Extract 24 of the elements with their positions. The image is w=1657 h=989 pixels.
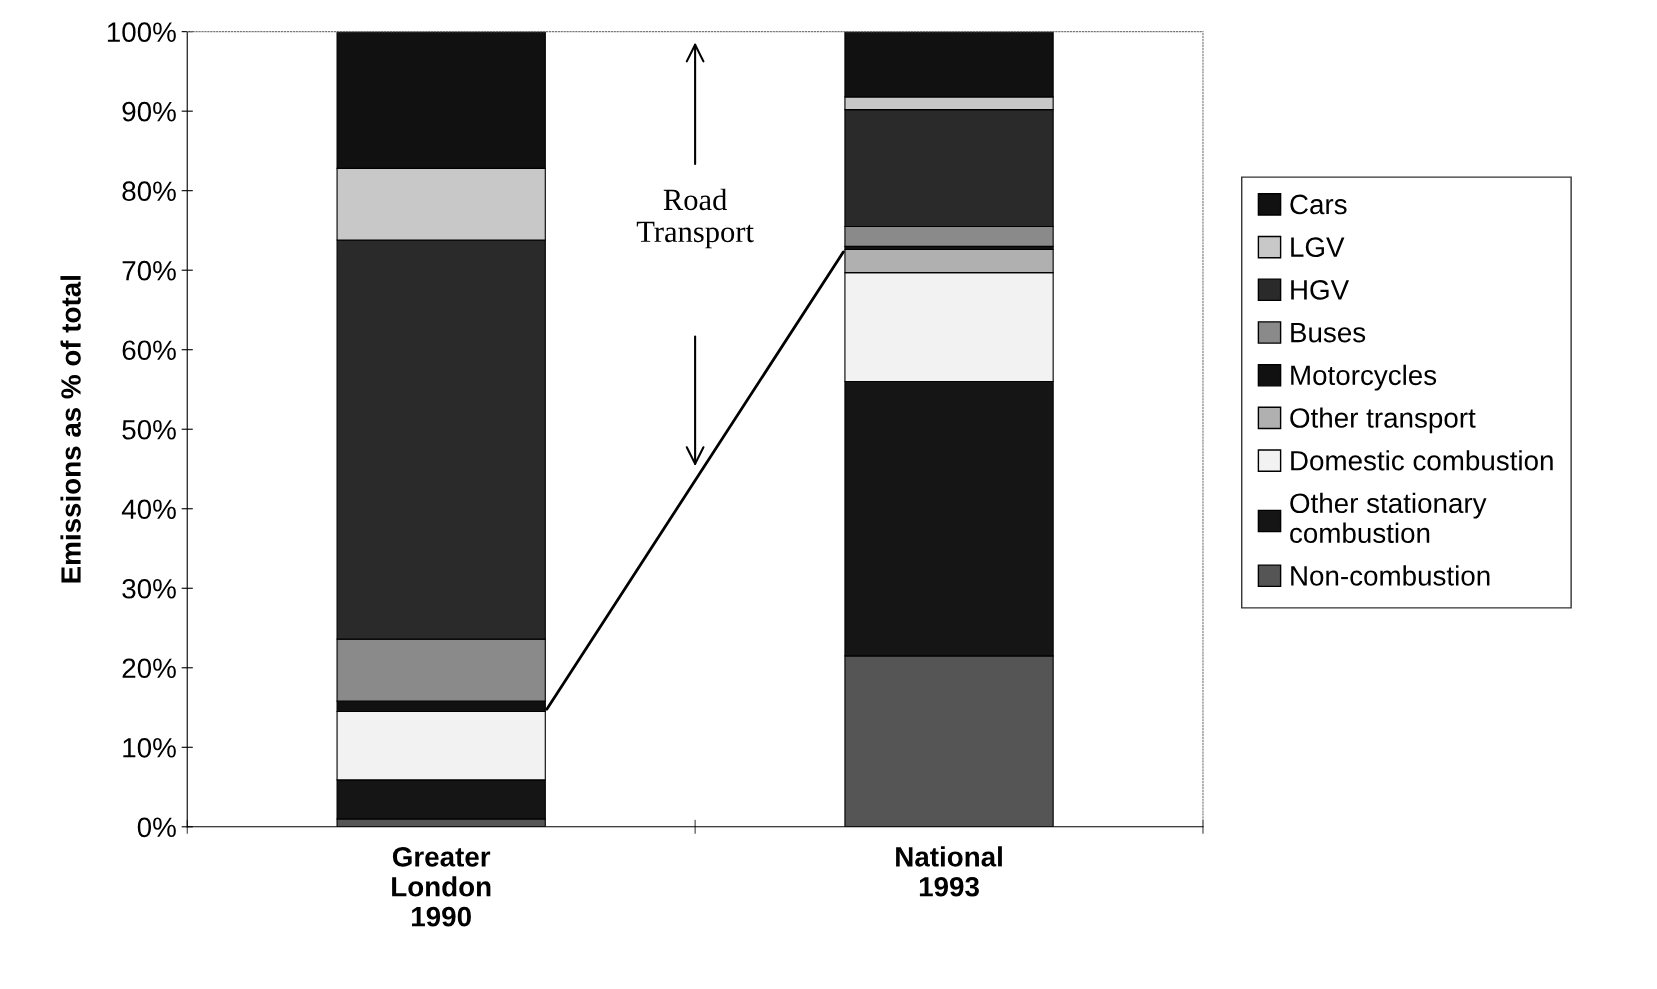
y-tick-label: 60% [122,340,176,361]
x-tick-label: Greater London 1990 [392,846,491,927]
y-tick-label: 100% [107,22,176,42]
y-tick-label: 50% [122,419,176,440]
y-tick-label: 0% [137,817,176,838]
y-tick-label: 20% [122,658,176,679]
y-tick-label: 30% [122,578,176,599]
y-tick-label: 80% [122,181,176,202]
legend-label: Motorcycles [1291,364,1437,391]
legend-label: Cars [1290,194,1347,215]
y-tick-label: 70% [122,260,176,281]
y-axis-title: Emissions as % of total [60,276,81,583]
legend-label: HGV [1291,280,1350,300]
legend-label: Other stationary combustion [1290,492,1487,544]
legend-label: LGV [1291,237,1345,257]
y-tick-label: 10% [123,737,176,758]
legend-label: Other transport [1290,407,1476,434]
y-tick-label: 90% [122,101,176,122]
annotation: Road Transport [636,188,754,249]
legend-label: Domestic combustion [1291,450,1553,471]
legend-label: Buses [1291,323,1366,343]
legend-label: Non-combustion [1291,565,1490,586]
x-tick-label: National 1993 [896,846,1002,897]
y-tick-label: 40% [121,499,176,520]
